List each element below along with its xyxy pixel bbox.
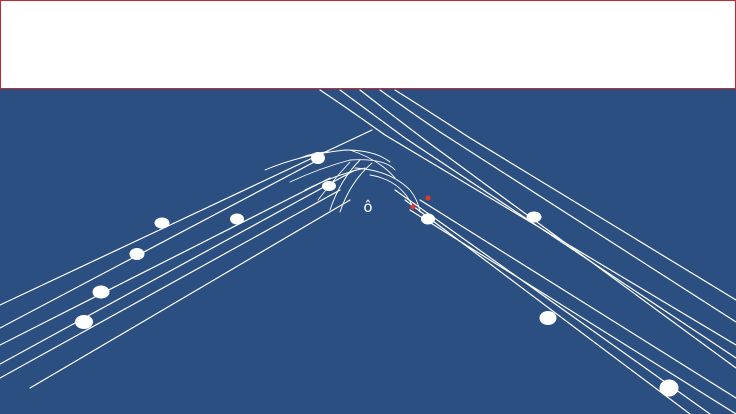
vehicle <box>230 213 244 225</box>
vehicle <box>75 315 93 329</box>
right-lane-line-9 <box>404 199 691 414</box>
vehicle <box>322 181 336 191</box>
curve-7 <box>349 149 396 179</box>
junction-curves <box>264 149 421 213</box>
vehicle <box>539 311 557 325</box>
left-lane-line-3 <box>0 177 331 346</box>
curve-8 <box>354 167 421 213</box>
vehicle <box>659 379 679 397</box>
vehicle <box>92 285 110 299</box>
left-lane-line-4 <box>0 169 356 365</box>
curve-1 <box>264 149 391 171</box>
right-lane-line-3 <box>359 89 736 369</box>
vehicle <box>154 217 170 229</box>
vehicle <box>129 248 145 260</box>
vehicles <box>75 152 679 397</box>
vehicle <box>311 152 325 164</box>
left-lane-line-5 <box>0 189 341 379</box>
left-lane-line-6 <box>29 199 351 389</box>
curve-6 <box>317 161 351 201</box>
vehicle <box>421 213 435 225</box>
left-lane-line-2 <box>0 159 319 329</box>
right-lane-line-2 <box>339 89 736 359</box>
red-marker <box>410 204 416 210</box>
curve-5 <box>339 162 373 213</box>
markers <box>410 195 431 210</box>
curve-2 <box>289 159 396 183</box>
top-banner <box>0 0 736 89</box>
right-road-lanes <box>319 89 736 414</box>
red-marker <box>425 195 431 201</box>
right-lane-line-7 <box>419 199 736 399</box>
curve-4 <box>329 159 361 211</box>
right-lane-line-8 <box>394 189 711 414</box>
curve-3 <box>304 167 366 191</box>
right-lane-line-5 <box>394 89 736 301</box>
left-road-lanes <box>0 129 373 389</box>
right-lane-line-4 <box>379 89 736 323</box>
left-lane-line-1 <box>0 129 373 306</box>
ego-vehicle-label: ô <box>363 198 372 216</box>
vehicle <box>526 211 542 223</box>
right-lane-line-1 <box>319 89 736 346</box>
